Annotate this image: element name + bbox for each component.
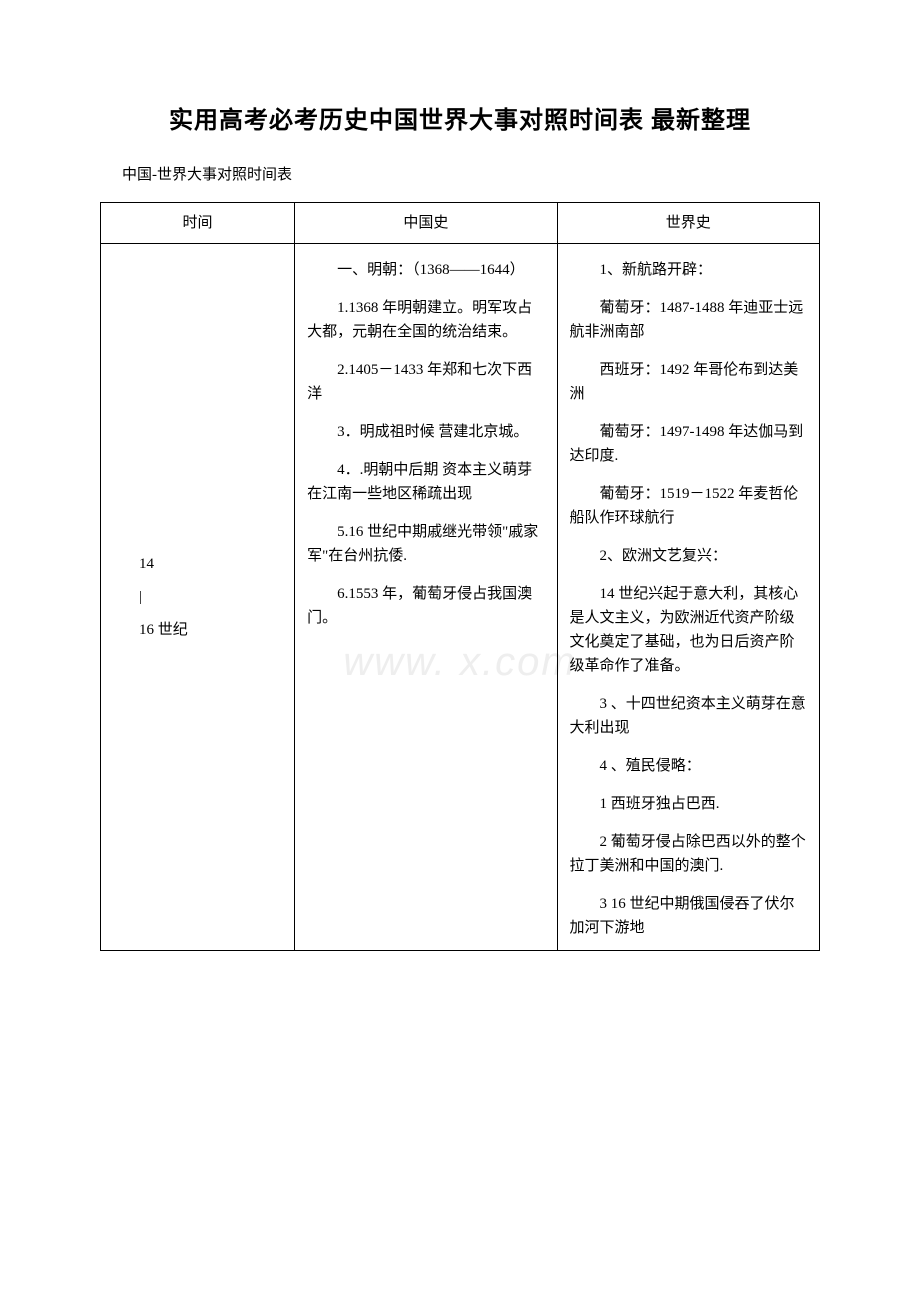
document-subtitle: 中国-世界大事对照时间表 (122, 163, 820, 184)
time-line: | (139, 581, 282, 614)
table-row: 14 | 16 世纪 一、明朝：（1368——1644） 1.1368 年明朝建… (101, 244, 820, 951)
china-event: 5.16 世纪中期戚继光带领"戚家军"在台州抗倭. (307, 520, 544, 568)
china-event: 4．.明朝中后期 资本主义萌芽在江南一些地区稀疏出现 (307, 458, 544, 506)
world-event: 西班牙：1492 年哥伦布到达美洲 (570, 358, 807, 406)
document-title: 实用高考必考历史中国世界大事对照时间表 最新整理 (100, 100, 820, 135)
world-event: 2、欧洲文艺复兴： (570, 544, 807, 568)
table-header-row: 时间 中国史 世界史 (101, 203, 820, 244)
cell-time: 14 | 16 世纪 (101, 244, 295, 951)
history-table: 时间 中国史 世界史 14 | 16 世纪 一、明朝：（1368——1644） … (100, 202, 820, 951)
china-event: 1.1368 年明朝建立。明军攻占大都，元朝在全国的统治结束。 (307, 296, 544, 344)
world-event: 4 、殖民侵略： (570, 754, 807, 778)
cell-world-history: 1、新航路开辟： 葡萄牙：1487-1488 年迪亚士远航非洲南部 西班牙：14… (557, 244, 819, 951)
time-line: 14 (139, 548, 282, 581)
column-header-world: 世界史 (557, 203, 819, 244)
world-event: 葡萄牙：1487-1488 年迪亚士远航非洲南部 (570, 296, 807, 344)
world-event: 葡萄牙：1519－1522 年麦哲伦船队作环球航行 (570, 482, 807, 530)
world-event: 3 16 世纪中期俄国侵吞了伏尔加河下游地 (570, 892, 807, 940)
world-event: 14 世纪兴起于意大利，其核心是人文主义，为欧洲近代资产阶级文化奠定了基础，也为… (570, 582, 807, 678)
china-event: 6.1553 年，葡萄牙侵占我国澳门。 (307, 582, 544, 630)
cell-china-history: 一、明朝：（1368——1644） 1.1368 年明朝建立。明军攻占大都，元朝… (295, 244, 557, 951)
document-content: 实用高考必考历史中国世界大事对照时间表 最新整理 中国-世界大事对照时间表 时间… (100, 100, 820, 951)
column-header-china: 中国史 (295, 203, 557, 244)
china-event: 2.1405－1433 年郑和七次下西洋 (307, 358, 544, 406)
world-event: 葡萄牙：1497-1498 年达伽马到达印度. (570, 420, 807, 468)
world-event: 3 、十四世纪资本主义萌芽在意大利出现 (570, 692, 807, 740)
china-event: 一、明朝：（1368——1644） (307, 258, 544, 282)
world-event: 1 西班牙独占巴西. (570, 792, 807, 816)
column-header-time: 时间 (101, 203, 295, 244)
world-event: 2 葡萄牙侵占除巴西以外的整个拉丁美洲和中国的澳门. (570, 830, 807, 878)
time-line: 16 世纪 (139, 614, 282, 647)
china-event: 3．明成祖时候 营建北京城。 (307, 420, 544, 444)
world-event: 1、新航路开辟： (570, 258, 807, 282)
